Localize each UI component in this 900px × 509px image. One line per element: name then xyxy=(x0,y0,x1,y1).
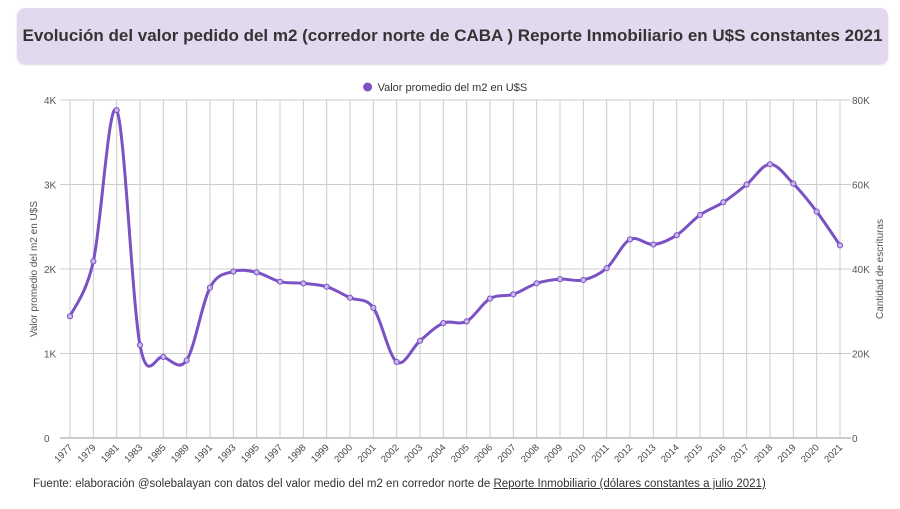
x-tick-label: 1977 xyxy=(52,442,75,465)
data-point xyxy=(253,269,260,276)
legend-label: Valor promedio del m2 en U$S xyxy=(378,82,528,94)
x-tick-label: 2005 xyxy=(449,442,472,465)
y2-axis-title: Cantidad de escrituras xyxy=(875,219,886,319)
data-point xyxy=(813,208,820,215)
y-tick-label: 1K xyxy=(44,350,57,361)
data-point xyxy=(370,304,377,311)
data-point xyxy=(66,313,74,320)
x-tick-label: 2018 xyxy=(752,442,775,465)
chart-title: Evolución del valor pedido del m2 (corre… xyxy=(22,26,883,45)
x-tick-label: 1983 xyxy=(122,442,145,465)
data-point xyxy=(393,358,400,366)
x-tick-label: 2010 xyxy=(566,442,589,465)
data-point xyxy=(790,180,797,187)
data-point xyxy=(276,278,284,285)
x-tick-label: 1997 xyxy=(262,442,285,465)
data-point xyxy=(90,258,97,265)
data-point xyxy=(766,161,774,168)
data-point xyxy=(346,294,354,301)
data-point xyxy=(696,211,704,219)
data-point xyxy=(743,181,750,188)
data-point xyxy=(580,276,587,284)
y2-tick-label: 0 xyxy=(852,434,858,445)
y-tick-label: 2K xyxy=(44,265,57,276)
data-point xyxy=(300,280,307,287)
x-tick-label: 2006 xyxy=(472,442,495,465)
source-note: Fuente: elaboración @solebalayan con dat… xyxy=(33,478,766,490)
x-tick-label: 2016 xyxy=(706,442,729,465)
y2-tick-label: 20K xyxy=(852,350,870,361)
series-line xyxy=(68,107,842,368)
y-tick-label: 3K xyxy=(44,181,57,192)
data-point xyxy=(416,337,424,344)
data-point xyxy=(720,199,727,206)
x-tick-label: 2002 xyxy=(379,442,402,465)
y2-tick-label: 60K xyxy=(852,181,870,192)
x-tick-label: 2020 xyxy=(799,442,822,465)
x-tick-label: 1985 xyxy=(146,442,169,465)
data-point xyxy=(510,291,517,298)
data-point xyxy=(673,232,680,239)
data-point xyxy=(486,295,494,302)
y-tick-label: 4K xyxy=(44,96,57,107)
data-point xyxy=(113,107,120,114)
data-point xyxy=(836,242,844,249)
x-tick-label: 1993 xyxy=(216,442,239,465)
source-link[interactable]: Reporte Inmobiliario (dólares constantes… xyxy=(493,478,766,490)
x-tick-label: 2015 xyxy=(682,442,705,465)
data-point xyxy=(440,319,447,327)
x-tick-label: 1999 xyxy=(309,442,332,465)
x-tick-label: 2007 xyxy=(496,442,519,465)
x-tick-label: 2012 xyxy=(612,442,635,465)
x-tick-label: 1989 xyxy=(169,442,192,465)
x-tick-label: 2017 xyxy=(729,442,752,465)
data-point xyxy=(603,265,610,272)
data-point xyxy=(323,283,330,290)
x-tick-label: 2008 xyxy=(519,442,542,465)
x-tick-label: 2003 xyxy=(402,442,425,465)
data-point xyxy=(626,236,634,243)
data-point xyxy=(230,268,237,275)
data-point xyxy=(463,318,470,325)
x-tick-label: 2013 xyxy=(636,442,659,465)
x-tick-label: 1998 xyxy=(286,442,309,465)
x-tick-label: 2019 xyxy=(776,442,799,465)
data-point xyxy=(136,341,144,349)
title-banner: Evolución del valor pedido del m2 (corre… xyxy=(17,8,888,64)
data-point xyxy=(206,284,214,291)
data-point xyxy=(183,357,190,364)
data-point xyxy=(160,353,167,360)
x-tick-label: 2014 xyxy=(659,442,682,465)
x-tick-label: 1991 xyxy=(192,442,215,465)
y2-tick-label: 40K xyxy=(852,265,870,276)
legend-marker xyxy=(363,82,373,92)
x-tick-label: 2001 xyxy=(356,442,379,465)
y2-tick-label: 80K xyxy=(852,96,870,107)
y-axis-title: Valor promedio del m2 en U$S xyxy=(29,201,40,337)
data-point xyxy=(556,276,564,283)
x-tick-label: 1995 xyxy=(239,442,262,465)
x-tick-label: 2009 xyxy=(542,442,565,465)
x-tick-label: 1979 xyxy=(76,442,99,465)
x-tick-label: 2011 xyxy=(590,442,612,464)
data-point xyxy=(650,241,657,248)
x-tick-label: 1981 xyxy=(99,442,122,465)
x-tick-label: 2000 xyxy=(332,442,355,465)
data-point xyxy=(533,280,540,287)
x-tick-label: 2021 xyxy=(822,442,845,465)
y-tick-label: 0 xyxy=(44,434,50,445)
x-tick-label: 2004 xyxy=(426,442,449,465)
source-prefix: Fuente: elaboración @solebalayan con dat… xyxy=(33,478,494,490)
